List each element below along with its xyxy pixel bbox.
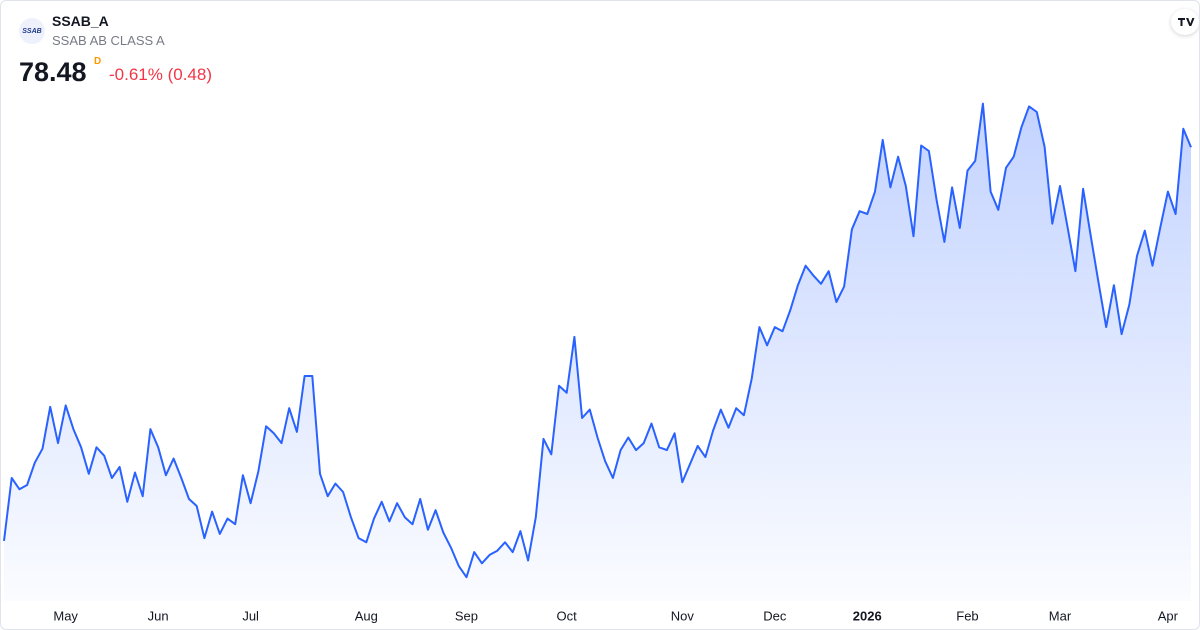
symbol[interactable]: SSAB_A <box>52 13 109 29</box>
x-tick-label: Dec <box>763 608 787 623</box>
x-tick-label: Sep <box>455 608 478 623</box>
x-tick-label: Apr <box>1158 608 1179 623</box>
brand-icon <box>1178 18 1195 26</box>
interval: D <box>94 56 102 67</box>
x-tick-label: Jul <box>242 608 259 623</box>
x-tick-label: Oct <box>557 608 578 623</box>
price-line <box>3 102 1192 579</box>
area-fill <box>4 103 1191 601</box>
x-tick-label: Nov <box>671 608 695 623</box>
company-name: SSAB AB CLASS A <box>52 33 165 48</box>
x-tick-label: May <box>53 608 78 623</box>
x-tick-label: Jun <box>148 608 169 623</box>
brand-logo[interactable] <box>1171 9 1199 35</box>
x-tick-label: Aug <box>355 608 378 623</box>
x-tick-label: Feb <box>956 608 978 623</box>
x-tick-label: 2026 <box>853 608 882 623</box>
price: 78.48 <box>19 57 87 87</box>
change: -0.61% (0.48) <box>109 65 212 84</box>
logo: SSAB <box>19 18 45 44</box>
x-tick-label: Mar <box>1049 608 1072 623</box>
